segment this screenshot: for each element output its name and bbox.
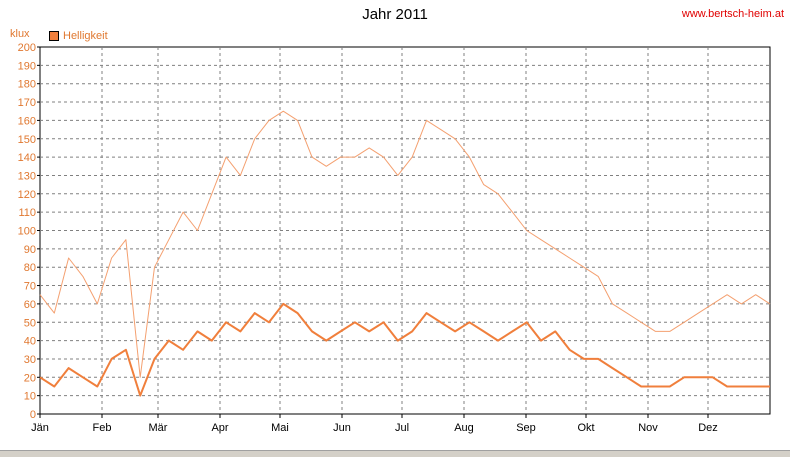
y-tick-label: 170 (18, 97, 36, 109)
series-line-mean (39, 302, 770, 397)
status-bar (0, 450, 790, 457)
x-tick-label: Apr (211, 422, 228, 434)
legend: Helligkeit (49, 30, 108, 42)
x-tick-label: Dez (698, 422, 718, 434)
y-tick-label: 20 (24, 372, 36, 384)
y-tick-label: 160 (18, 115, 36, 127)
x-tick-label: Okt (577, 422, 594, 434)
y-tick-label: 50 (24, 317, 36, 329)
x-tick-label: Jän (31, 422, 49, 434)
y-tick-label: 0 (30, 409, 36, 421)
y-tick-label: 80 (24, 262, 36, 274)
y-tick-label: 190 (18, 60, 36, 72)
x-tick-label: Nov (638, 422, 658, 434)
y-tick-label: 90 (24, 244, 36, 256)
y-tick-label: 60 (24, 299, 36, 311)
legend-swatch (49, 31, 59, 41)
chart-title: Jahr 2011 (362, 6, 428, 23)
y-tick-label: 180 (18, 79, 36, 91)
x-tick-label: Mär (149, 422, 168, 434)
y-tick-label: 150 (18, 134, 36, 146)
x-tick-label: Aug (454, 422, 474, 434)
x-tick-label: Feb (93, 422, 112, 434)
y-tick-label: 110 (18, 207, 36, 219)
y-tick-label: 120 (18, 189, 36, 201)
y-tick-label: 140 (18, 152, 36, 164)
x-tick-label: Sep (516, 422, 536, 434)
x-tick-label: Jul (395, 422, 409, 434)
website-link[interactable]: www.bertsch-heim.at (681, 8, 784, 20)
y-tick-label: 70 (24, 281, 36, 293)
y-axis-unit: klux (10, 28, 30, 40)
y-tick-label: 40 (24, 336, 36, 348)
y-tick-label: 30 (24, 354, 36, 366)
series-line-max (39, 110, 771, 378)
x-tick-label: Jun (333, 422, 351, 434)
x-tick-label: Mai (271, 422, 289, 434)
legend-label: Helligkeit (63, 30, 108, 42)
y-tick-label: 200 (18, 42, 36, 54)
y-tick-label: 10 (24, 391, 36, 403)
y-tick-label: 100 (18, 226, 36, 238)
y-tick-label: 130 (18, 170, 36, 182)
